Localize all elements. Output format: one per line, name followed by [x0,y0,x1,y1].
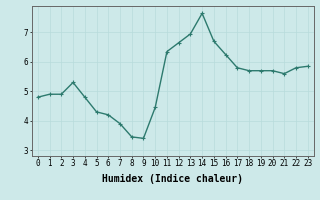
X-axis label: Humidex (Indice chaleur): Humidex (Indice chaleur) [102,174,243,184]
